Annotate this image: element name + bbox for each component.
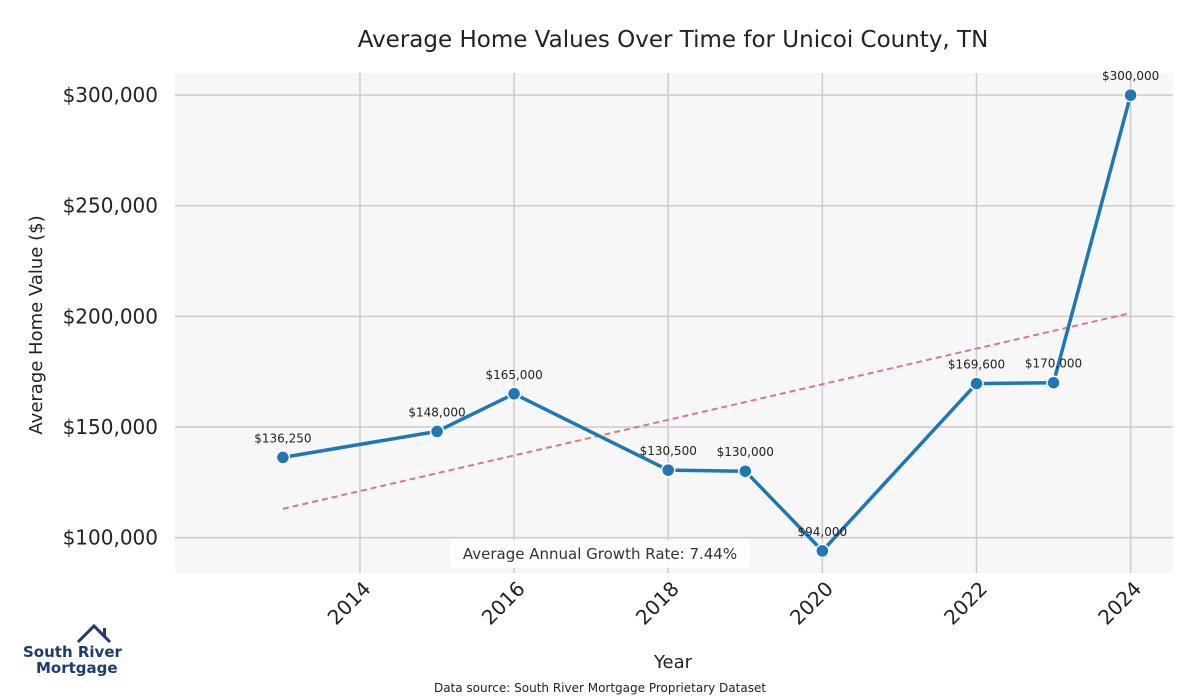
x-tick-label: 2014	[323, 577, 376, 630]
data-point	[429, 424, 445, 439]
x-tick-label: 2020	[785, 577, 838, 630]
y-tick-label: $150,000	[63, 415, 158, 439]
x-tick-label: 2018	[631, 577, 684, 630]
data-point	[1123, 87, 1138, 103]
house-roof-icon	[76, 623, 112, 644]
data-label: $130,500	[640, 444, 697, 458]
y-axis-label: Average Home Value ($)	[26, 215, 47, 434]
data-label: $94,000	[798, 525, 848, 539]
y-axis-ticks: $100,000 $150,000 $200,000 $250,000 $300,000	[63, 83, 158, 549]
south-river-mortgage-logo: South River Mortgage	[18, 620, 122, 680]
x-tick-label: 2016	[477, 577, 530, 630]
chart-title: Average Home Values Over Time for Unicoi…	[358, 27, 989, 53]
data-label: $300,000	[1102, 69, 1159, 83]
data-point	[506, 386, 522, 402]
data-point	[660, 462, 676, 478]
x-axis-label: Year	[653, 652, 693, 673]
plot-area	[175, 73, 1173, 573]
data-point	[969, 376, 984, 391]
growth-rate-annotation: Average Annual Growth Rate: 7.44%	[463, 545, 737, 563]
data-point	[1046, 375, 1061, 390]
x-tick-label: 2022	[939, 577, 992, 630]
logo-text-line1: South River	[23, 643, 122, 661]
gridlines	[175, 73, 1173, 573]
x-axis-ticks: 2014 2016 2018 2020 2022 2024	[323, 577, 1147, 630]
data-label: $165,000	[485, 368, 542, 382]
data-points	[275, 87, 1138, 559]
data-point	[815, 543, 830, 559]
data-source-note: Data source: South River Mortgage Propri…	[433, 681, 767, 695]
y-tick-label: $100,000	[63, 526, 158, 550]
data-label: $130,000	[717, 445, 774, 459]
logo-text-line2: Mortgage	[36, 659, 118, 677]
data-point	[738, 463, 753, 479]
y-tick-label: $250,000	[63, 194, 158, 218]
data-label: $169,600	[948, 358, 1005, 372]
data-label: $136,250	[254, 431, 311, 445]
x-tick-label: 2024	[1093, 577, 1146, 630]
data-label: $148,000	[408, 405, 465, 419]
data-label: $170,000	[1025, 357, 1082, 371]
y-tick-label: $300,000	[63, 83, 158, 107]
trend-line	[282, 312, 1131, 510]
data-point	[275, 450, 291, 465]
data-labels: $136,250 $148,000 $165,000 $130,500 $130,000…	[254, 69, 1159, 539]
growth-rate-annotation-box	[450, 540, 750, 568]
y-tick-label: $200,000	[63, 304, 158, 328]
